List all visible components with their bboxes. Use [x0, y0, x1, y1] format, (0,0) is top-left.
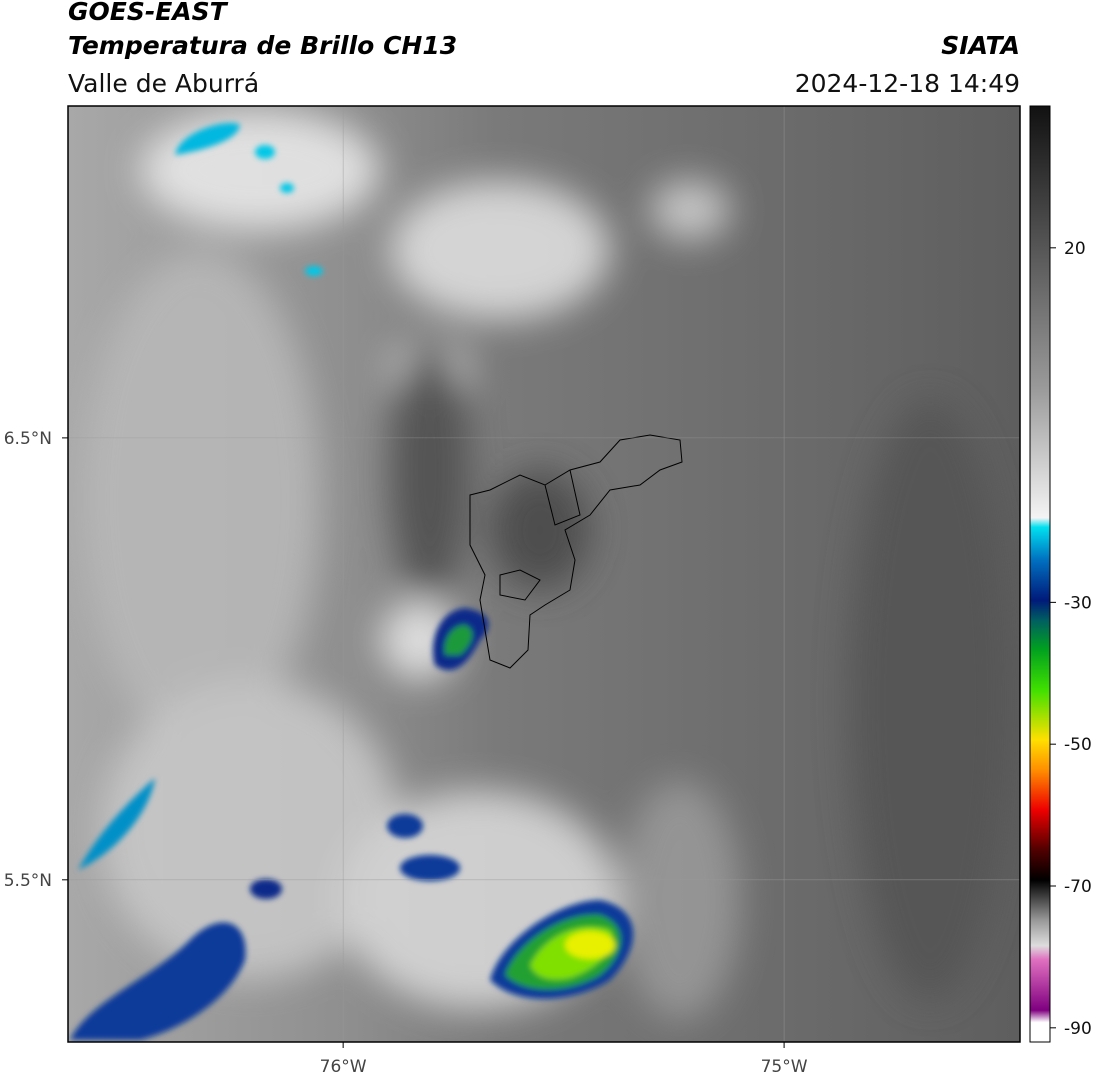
colorbar-tick-label: -50 — [1064, 735, 1092, 755]
satellite: GOES-EAST — [68, 0, 229, 26]
y-tick-label: 5.5°N — [4, 871, 52, 891]
satellite-image — [68, 106, 1020, 1042]
source: SIATA — [941, 31, 1020, 60]
map-frame — [67, 105, 1021, 1043]
colorbar-tick-label: -70 — [1064, 877, 1092, 897]
colorbar-tick-label: -90 — [1064, 1019, 1092, 1039]
colorbar-tick-label: 20 — [1064, 239, 1086, 259]
x-tick-label: 75°W — [761, 1057, 808, 1077]
colorbar-tick-label: -30 — [1064, 593, 1092, 613]
y-tick-label: 6.5°N — [4, 429, 52, 449]
product: Temperatura de Brillo CH13 — [68, 31, 457, 60]
x-tick-label: 76°W — [320, 1057, 367, 1077]
timestamp: 2024-12-18 14:49 — [795, 69, 1020, 98]
region: Valle de Aburrá — [68, 69, 259, 98]
colorbar — [1029, 105, 1051, 1043]
